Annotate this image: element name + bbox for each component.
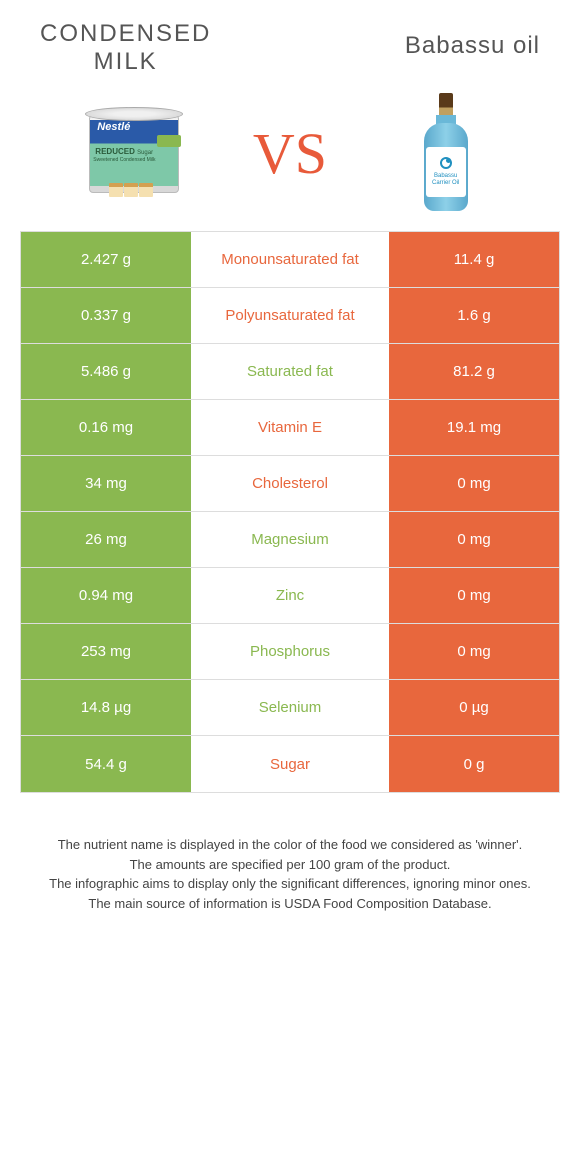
nutrient-table: 2.427 gMonounsaturated fat11.4 g0.337 gP… xyxy=(20,231,560,793)
value-left: 14.8 µg xyxy=(21,680,191,735)
value-right: 0 mg xyxy=(389,456,559,511)
table-row: 0.16 mgVitamin E19.1 mg xyxy=(21,400,559,456)
header: CONDENSED MILK Babassu oil xyxy=(0,0,580,85)
value-right: 0 mg xyxy=(389,512,559,567)
value-right: 0 mg xyxy=(389,568,559,623)
bottle-logo-icon xyxy=(440,157,452,169)
can-sub-text: Sweetened Condensed Milk xyxy=(93,157,155,163)
table-row: 2.427 gMonounsaturated fat11.4 g xyxy=(21,232,559,288)
value-left: 26 mg xyxy=(21,512,191,567)
table-row: 54.4 gSugar0 g xyxy=(21,736,559,792)
nutrient-name: Vitamin E xyxy=(191,400,389,455)
nutrient-name: Cholesterol xyxy=(191,456,389,511)
value-right: 0 µg xyxy=(389,680,559,735)
value-left: 0.94 mg xyxy=(21,568,191,623)
value-left: 54.4 g xyxy=(21,736,191,792)
value-left: 0.337 g xyxy=(21,288,191,343)
table-row: 34 mgCholesterol0 mg xyxy=(21,456,559,512)
nutrient-name: Phosphorus xyxy=(191,624,389,679)
value-right: 1.6 g xyxy=(389,288,559,343)
nutrient-name: Polyunsaturated fat xyxy=(191,288,389,343)
footer-notes: The nutrient name is displayed in the co… xyxy=(0,793,580,933)
footer-line-4: The main source of information is USDA F… xyxy=(40,894,540,914)
nutrient-name: Selenium xyxy=(191,680,389,735)
value-left: 2.427 g xyxy=(21,232,191,287)
table-row: 14.8 µgSelenium0 µg xyxy=(21,680,559,736)
nutrient-name: Sugar xyxy=(191,736,389,792)
title-left-box: CONDENSED MILK xyxy=(40,20,211,75)
can-brand-text: Nestlé xyxy=(97,121,130,133)
table-row: 253 mgPhosphorus0 mg xyxy=(21,624,559,680)
footer-line-1: The nutrient name is displayed in the co… xyxy=(40,835,540,855)
footer-line-2: The amounts are specified per 100 gram o… xyxy=(40,855,540,875)
can-main-text: REDUCED Sugar xyxy=(95,147,153,156)
nutrient-name: Saturated fat xyxy=(191,344,389,399)
vs-text: VS xyxy=(253,120,327,187)
value-right: 0 mg xyxy=(389,624,559,679)
title-left-line1: CONDENSED xyxy=(40,20,211,48)
value-left: 253 mg xyxy=(21,624,191,679)
babassu-oil-bottle-icon: Babassu Carrier Oil xyxy=(418,93,473,213)
can-badge-icon xyxy=(157,135,181,147)
value-left: 0.16 mg xyxy=(21,400,191,455)
title-right: Babassu oil xyxy=(405,32,540,60)
table-row: 26 mgMagnesium0 mg xyxy=(21,512,559,568)
value-right: 0 g xyxy=(389,736,559,792)
product-image-right: Babassu Carrier Oil xyxy=(376,93,516,213)
title-right-box: Babassu oil xyxy=(405,20,540,75)
table-row: 0.337 gPolyunsaturated fat1.6 g xyxy=(21,288,559,344)
nutrient-name: Magnesium xyxy=(191,512,389,567)
table-row: 5.486 gSaturated fat81.2 g xyxy=(21,344,559,400)
table-row: 0.94 mgZinc0 mg xyxy=(21,568,559,624)
value-right: 81.2 g xyxy=(389,344,559,399)
condensed-milk-can-icon: Nestlé REDUCED Sugar Sweetened Condensed… xyxy=(79,103,189,203)
product-image-left: Nestlé REDUCED Sugar Sweetened Condensed… xyxy=(64,93,204,213)
footer-line-3: The infographic aims to display only the… xyxy=(40,874,540,894)
title-left-line2: MILK xyxy=(40,48,211,76)
value-right: 19.1 mg xyxy=(389,400,559,455)
nutrient-name: Monounsaturated fat xyxy=(191,232,389,287)
value-left: 5.486 g xyxy=(21,344,191,399)
can-dessert-icon xyxy=(109,183,153,197)
product-images-row: Nestlé REDUCED Sugar Sweetened Condensed… xyxy=(0,85,580,231)
value-left: 34 mg xyxy=(21,456,191,511)
nutrient-name: Zinc xyxy=(191,568,389,623)
bottle-label-text: Babassu Carrier Oil xyxy=(432,173,459,187)
value-right: 11.4 g xyxy=(389,232,559,287)
